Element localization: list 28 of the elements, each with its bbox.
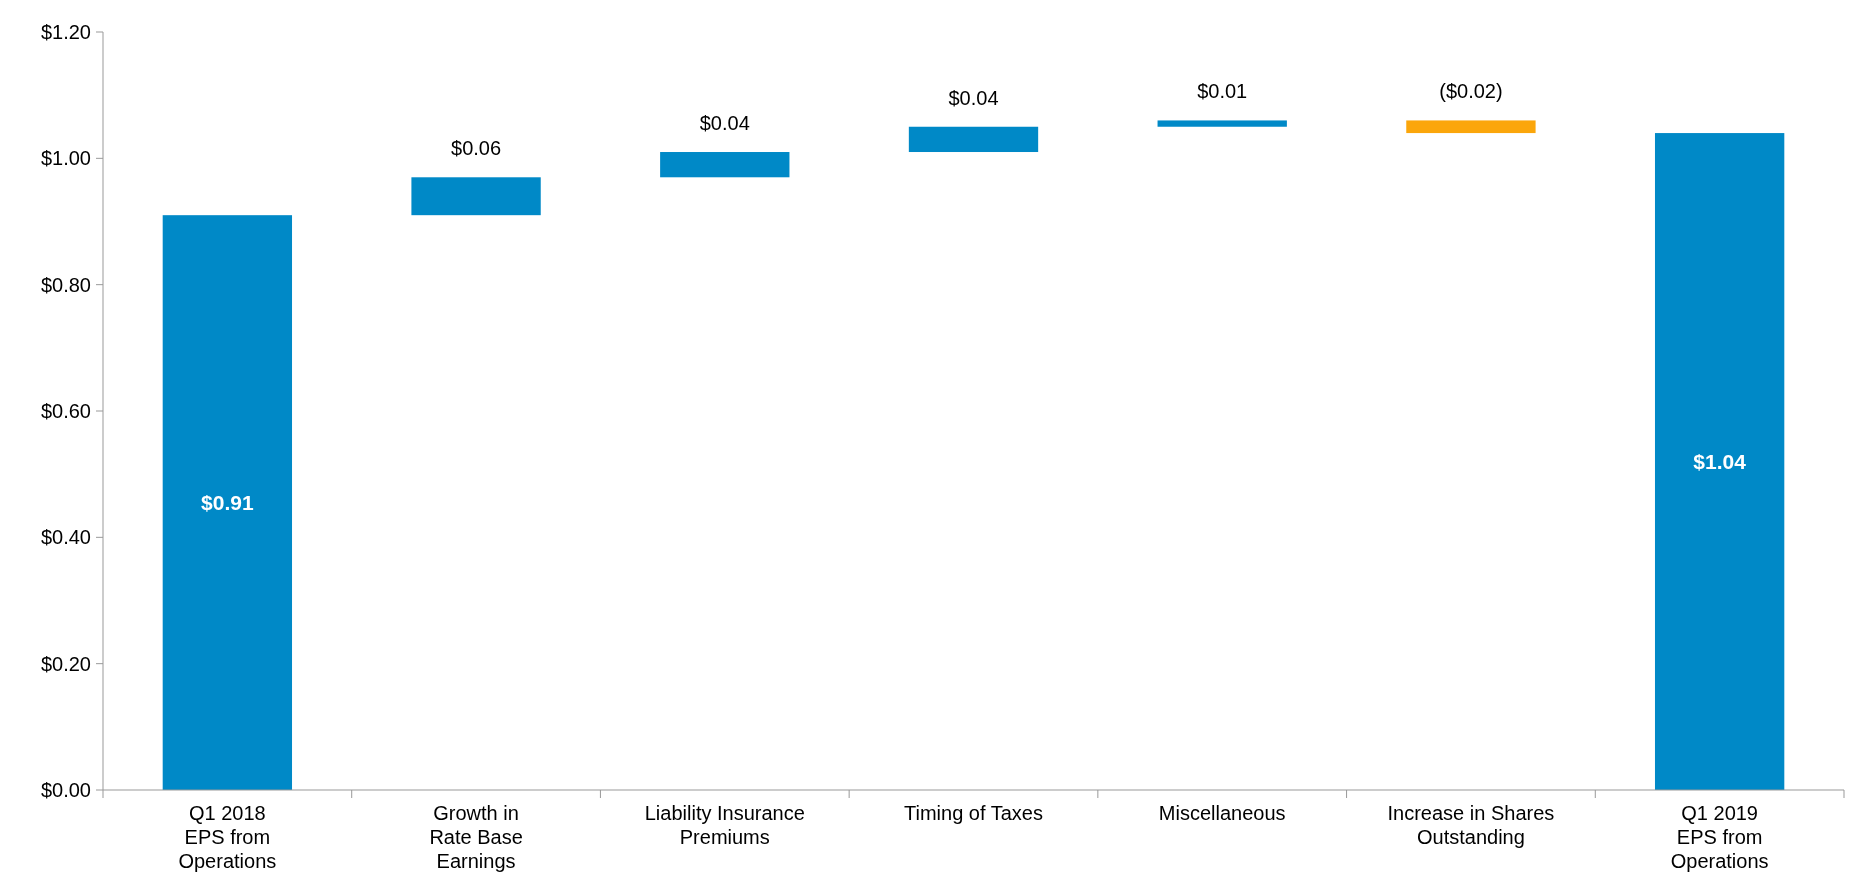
data-label: $0.04 (699, 112, 750, 135)
x-tick-label: Growth in Rate Base Earnings (429, 802, 523, 872)
bar (411, 177, 541, 216)
data-label: $1.04 (1693, 449, 1747, 473)
y-tick-label: $1.20 (40, 21, 91, 43)
y-tick-label: $0.60 (40, 400, 91, 422)
bar (908, 126, 1039, 153)
x-tick-label: Q1 2018 EPS from Operations (178, 802, 277, 872)
y-tick-label: $0.20 (40, 652, 91, 675)
x-tick-label: Timing of Taxes (904, 802, 1043, 824)
bar (1654, 133, 1785, 790)
data-label: ($0.02) (1439, 80, 1503, 103)
x-tick-label: Q1 2019 EPS from Operations (1670, 802, 1769, 872)
bar (1157, 120, 1287, 127)
data-label: $0.04 (948, 86, 999, 109)
data-label: $0.91 (201, 490, 254, 514)
data-label: $0.01 (1197, 80, 1248, 103)
y-tick-label: $0.00 (40, 779, 91, 801)
y-tick-label: $0.40 (40, 526, 91, 549)
bar (1406, 120, 1536, 134)
bar (162, 215, 293, 790)
x-tick-label: Liability Insurance Premiums (644, 802, 805, 848)
y-tick-label: $0.80 (40, 273, 91, 296)
y-tick-label: $1.00 (40, 147, 91, 170)
x-tick-label: Miscellaneous (1158, 802, 1286, 824)
x-tick-label: Increase in Shares Outstanding (1387, 802, 1555, 848)
data-label: $0.06 (451, 137, 502, 160)
bar (660, 152, 790, 178)
